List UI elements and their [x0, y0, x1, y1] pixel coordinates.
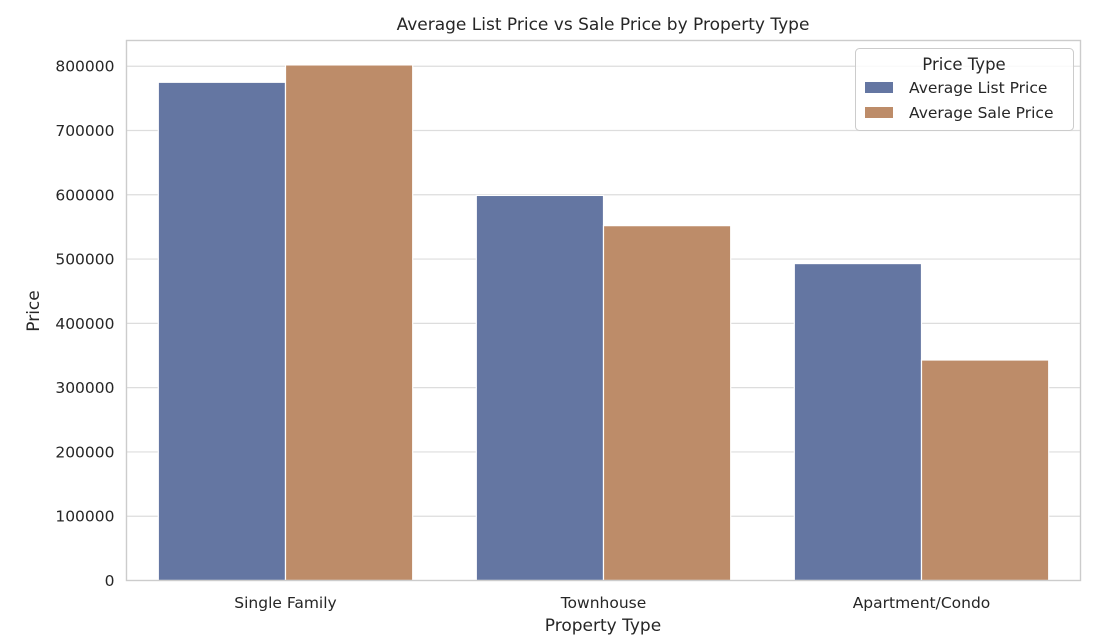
x-tick-label: Apartment/Condo	[853, 594, 991, 612]
legend-box	[855, 48, 1074, 131]
x-axis-ticks: Single Family Townhouse Apartment/Condo	[234, 594, 990, 612]
y-tick-label: 0	[105, 572, 115, 590]
y-tick-label: 500000	[55, 251, 114, 269]
y-tick-label: 400000	[55, 315, 114, 333]
x-tick-label: Single Family	[234, 594, 336, 612]
chart-title: Average List Price vs Sale Price by Prop…	[397, 15, 810, 35]
legend-title: Price Type	[922, 55, 1005, 74]
legend-swatch-sale-price	[865, 107, 893, 118]
y-axis-label: Price	[24, 290, 44, 331]
y-tick-label: 800000	[55, 58, 114, 76]
y-tick-label: 300000	[55, 379, 114, 397]
bar-average-list-price	[475, 194, 605, 582]
legend-label-list-price: Average List Price	[909, 79, 1047, 97]
bar-average-sale-price	[284, 64, 414, 582]
plot-frame	[125, 39, 1082, 582]
bar-average-list-price	[157, 81, 287, 582]
y-axis-ticks: 0 100000 200000 300000 400000 500000 600000 700…	[55, 58, 114, 590]
x-axis-label: Property Type	[545, 616, 661, 636]
y-tick-label: 100000	[55, 508, 114, 526]
legend-label-sale-price: Average Sale Price	[909, 104, 1054, 122]
bar-average-list-price	[793, 262, 923, 582]
x-tick-label: Townhouse	[560, 594, 647, 612]
legend-swatch-list-price	[865, 82, 893, 93]
bar-average-sale-price	[920, 359, 1050, 582]
bars	[157, 64, 1050, 582]
y-tick-label: 200000	[55, 443, 114, 461]
y-tick-label: 600000	[55, 186, 114, 204]
legend: Price Type Average List Price Average Sa…	[855, 48, 1074, 131]
bar-average-sale-price	[602, 225, 732, 582]
y-tick-label: 700000	[55, 122, 114, 140]
